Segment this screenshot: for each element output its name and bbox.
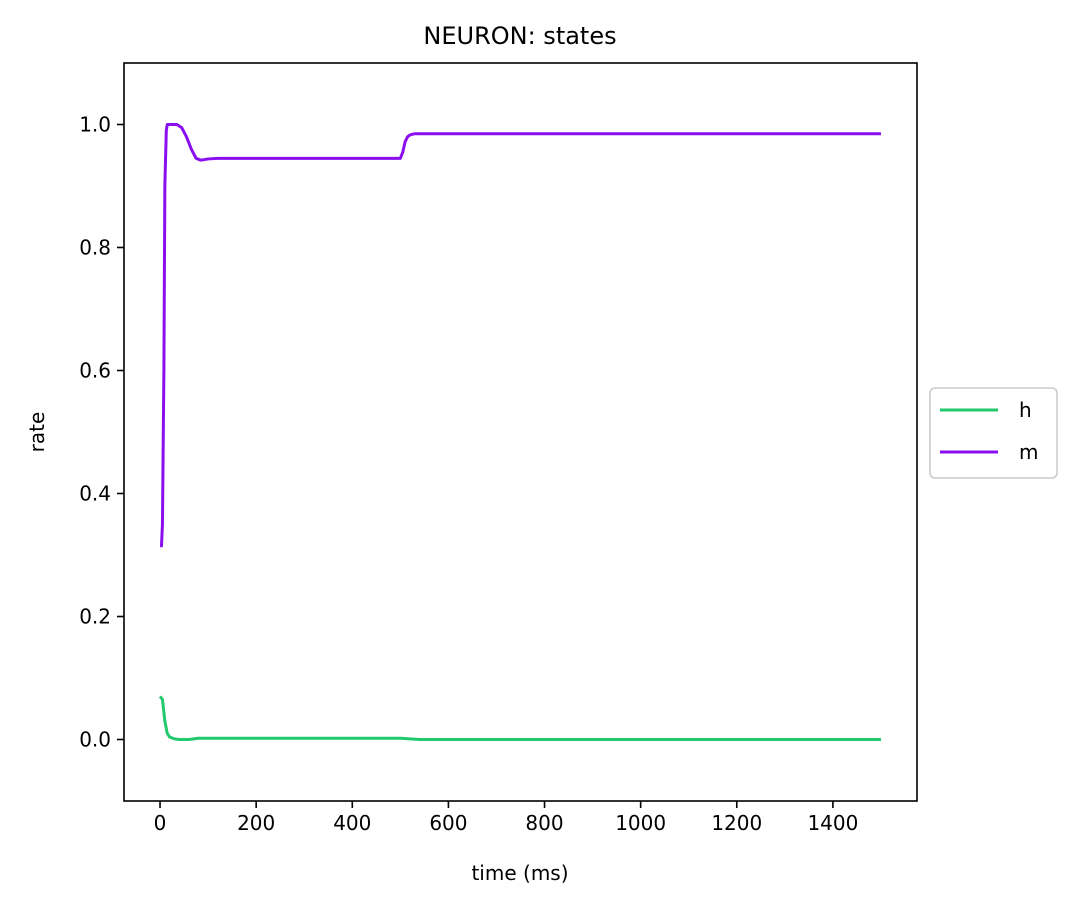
legend: hm — [929, 387, 1058, 479]
x-tick-label: 1400 — [807, 811, 858, 835]
legend-label-h: h — [1019, 398, 1032, 422]
x-tick-label: 800 — [525, 811, 563, 835]
y-axis: 0.0 0.2 0.4 0.6 0.8 1.0 — [79, 113, 124, 752]
y-tick-label: 1.0 — [79, 113, 111, 137]
x-axis: 0 200 400 600 800 1000 1200 1400 — [154, 801, 858, 835]
y-axis-label: rate — [25, 412, 49, 453]
x-tick-label: 1200 — [711, 811, 762, 835]
series-line-m — [159, 123, 881, 548]
x-tick-label: 1000 — [615, 811, 666, 835]
y-tick-label: 0.2 — [79, 605, 111, 629]
plot-frame — [123, 62, 918, 802]
x-axis-label: time (ms) — [471, 861, 568, 885]
x-tick-label: 400 — [333, 811, 371, 835]
plot-area — [158, 123, 881, 741]
x-tick-label: 200 — [237, 811, 275, 835]
y-tick-label: 0.4 — [79, 482, 111, 506]
y-tick-label: 0.6 — [79, 359, 111, 383]
chart-title: NEURON: states — [423, 22, 616, 50]
x-tick-label: 600 — [429, 811, 467, 835]
legend-label-m: m — [1019, 440, 1038, 464]
x-tick-label: 0 — [154, 811, 167, 835]
series-line-h — [158, 695, 881, 741]
y-tick-label: 0.8 — [79, 236, 111, 260]
legend-box — [929, 387, 1058, 479]
y-tick-label: 0.0 — [79, 728, 111, 752]
